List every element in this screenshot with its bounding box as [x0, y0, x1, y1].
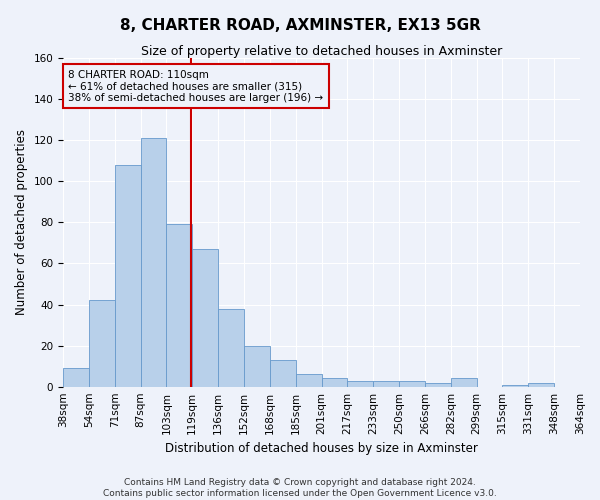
- Bar: [451, 378, 476, 386]
- Title: Size of property relative to detached houses in Axminster: Size of property relative to detached ho…: [141, 45, 502, 58]
- Bar: [166, 224, 192, 386]
- Text: Contains HM Land Registry data © Crown copyright and database right 2024.
Contai: Contains HM Land Registry data © Crown c…: [103, 478, 497, 498]
- Bar: [244, 346, 270, 387]
- Y-axis label: Number of detached properties: Number of detached properties: [15, 130, 28, 316]
- Text: 8, CHARTER ROAD, AXMINSTER, EX13 5GR: 8, CHARTER ROAD, AXMINSTER, EX13 5GR: [119, 18, 481, 32]
- Bar: [89, 300, 115, 386]
- Bar: [63, 368, 89, 386]
- Bar: [399, 380, 425, 386]
- Bar: [192, 249, 218, 386]
- Bar: [140, 138, 166, 386]
- Bar: [529, 382, 554, 386]
- Bar: [502, 384, 529, 386]
- Bar: [270, 360, 296, 386]
- Bar: [373, 380, 399, 386]
- Bar: [347, 380, 373, 386]
- Text: 8 CHARTER ROAD: 110sqm
← 61% of detached houses are smaller (315)
38% of semi-de: 8 CHARTER ROAD: 110sqm ← 61% of detached…: [68, 70, 323, 102]
- Bar: [322, 378, 347, 386]
- Bar: [218, 308, 244, 386]
- X-axis label: Distribution of detached houses by size in Axminster: Distribution of detached houses by size …: [165, 442, 478, 455]
- Bar: [425, 382, 451, 386]
- Bar: [115, 165, 140, 386]
- Bar: [296, 374, 322, 386]
